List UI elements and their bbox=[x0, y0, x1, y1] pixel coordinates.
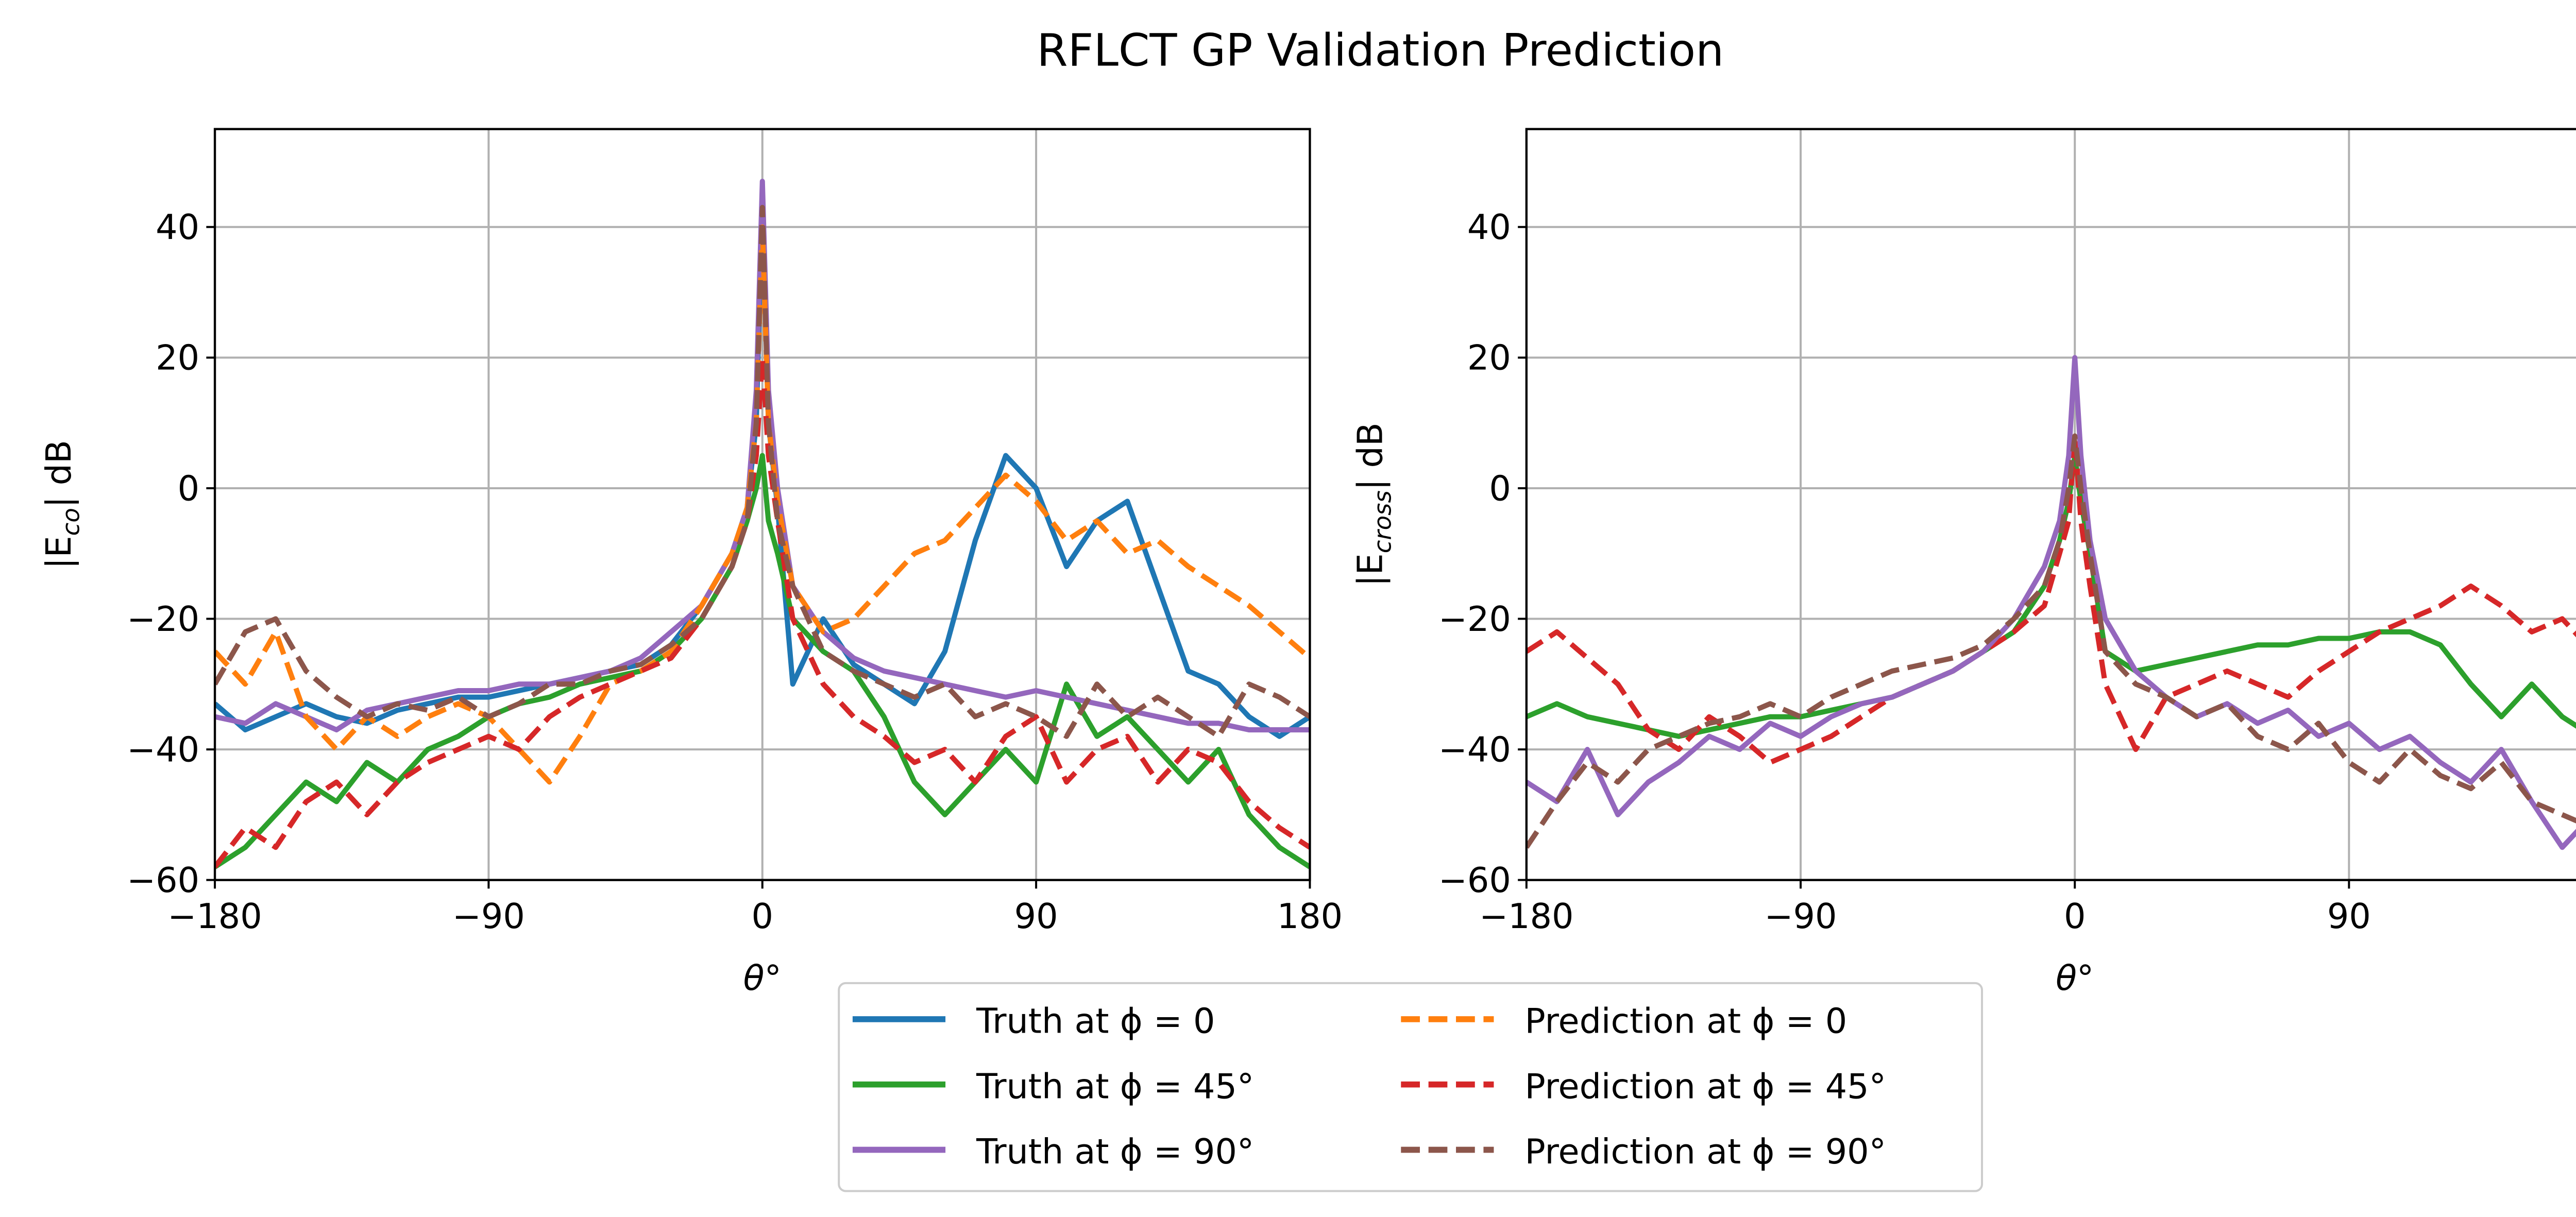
y-tick-label: 0 bbox=[178, 468, 199, 508]
series-line bbox=[1526, 433, 2576, 765]
y-tick-label: −40 bbox=[127, 729, 199, 769]
y-tick-label: 20 bbox=[1467, 338, 1511, 378]
x-axis-label: θ° bbox=[743, 958, 782, 998]
y-tick-label: −40 bbox=[1438, 729, 1511, 769]
axes-frame bbox=[213, 128, 1311, 881]
y-axis-label-sub: co bbox=[57, 508, 85, 536]
x-tick-label: 180 bbox=[1277, 896, 1343, 936]
y-tick-label: −20 bbox=[1438, 599, 1511, 639]
legend-label: Prediction at ϕ = 0 bbox=[1525, 1001, 1848, 1041]
x-tick-label: 0 bbox=[2064, 896, 2086, 936]
y-axis-label-part: |E bbox=[39, 536, 79, 569]
legend-label: Truth at ϕ = 45° bbox=[976, 1066, 1254, 1106]
x-tick-label: −180 bbox=[1479, 896, 1573, 936]
y-axis-label-part: | dB bbox=[39, 440, 79, 508]
series-line bbox=[1526, 355, 2576, 850]
legend-label: Truth at ϕ = 90° bbox=[976, 1132, 1254, 1172]
y-tick-label: 40 bbox=[1467, 207, 1511, 247]
y-axis-label-sub: cross bbox=[1369, 490, 1397, 553]
series-line bbox=[215, 453, 1310, 869]
x-tick-label: 0 bbox=[752, 896, 773, 936]
y-axis-label: |Eco| dB bbox=[39, 440, 86, 569]
x-tick-label: −90 bbox=[1765, 896, 1837, 936]
x-tick-label: −180 bbox=[167, 896, 262, 936]
x-tick-label: 90 bbox=[2327, 896, 2371, 936]
figure-title: RFLCT GP Validation Prediction bbox=[1037, 25, 1724, 77]
y-tick-label: 0 bbox=[1489, 468, 1511, 508]
series-line bbox=[215, 179, 1310, 733]
y-tick-label: 20 bbox=[156, 338, 199, 378]
y-axis-label-part: | dB bbox=[1350, 422, 1391, 490]
series-line bbox=[215, 355, 1310, 869]
y-axis-label-part: |E bbox=[1350, 553, 1391, 587]
y-tick-label: −60 bbox=[1438, 860, 1511, 900]
series-line bbox=[215, 204, 1310, 739]
axes-frame bbox=[1525, 128, 2576, 881]
x-tick-label: 90 bbox=[1014, 896, 1058, 936]
legend-label: Prediction at ϕ = 90° bbox=[1525, 1132, 1887, 1172]
series-line bbox=[1526, 433, 2576, 849]
x-tick-label: −90 bbox=[452, 896, 525, 936]
y-tick-label: −20 bbox=[127, 599, 199, 639]
y-tick-label: 40 bbox=[156, 207, 199, 247]
y-axis-label: |Ecross| dB bbox=[1350, 422, 1397, 587]
y-tick-label: −60 bbox=[127, 860, 199, 900]
legend-label: Prediction at ϕ = 45° bbox=[1525, 1066, 1887, 1106]
legend-label: Truth at ϕ = 0 bbox=[976, 1001, 1215, 1041]
x-axis-label: θ° bbox=[2056, 958, 2094, 998]
series-line bbox=[1526, 453, 2576, 739]
